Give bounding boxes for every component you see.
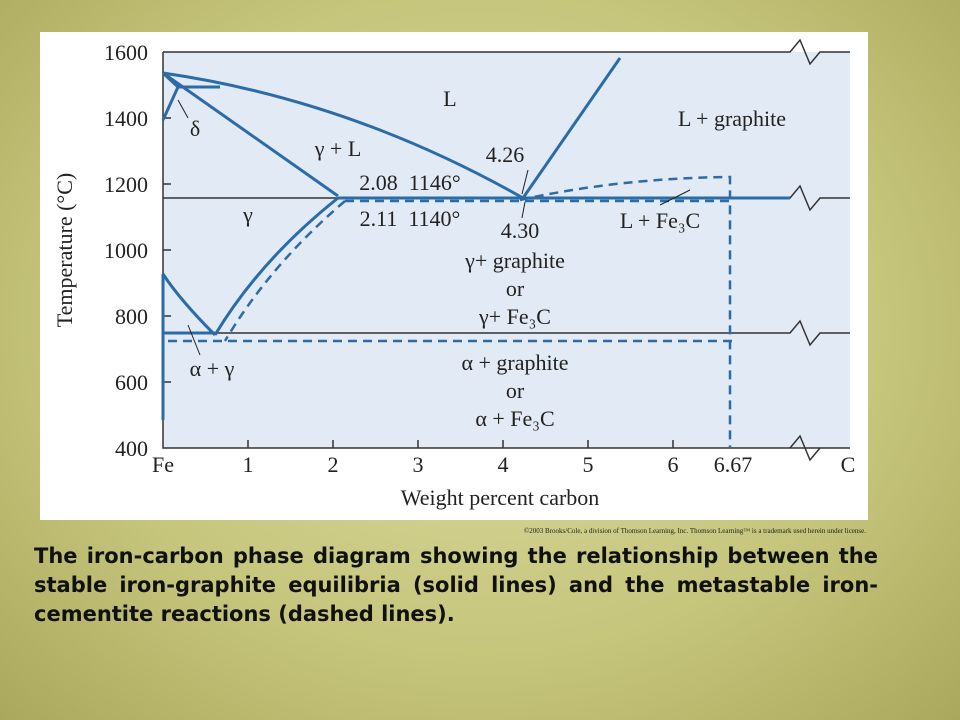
region-label: γ [242,202,253,227]
region-label: L + Fe₃C [620,208,700,233]
annotation: 4.30 [501,218,540,243]
annotation: 4.26 [486,142,525,167]
x-tick: C [841,452,856,477]
x-tick: Fe [152,452,174,477]
region-label: or [506,378,525,403]
region-label: δ [190,116,200,141]
region-label: L [443,86,456,111]
y-tick: 400 [115,436,148,461]
phase-diagram: 1600 1400 1200 1000 800 600 400 Fe 1 2 3… [52,38,867,535]
region-label: L + graphite [678,106,786,131]
y-tick: 800 [115,304,148,329]
x-tick: 1 [243,452,254,477]
region-label: γ + L [314,136,362,161]
y-tick: 1000 [104,238,148,263]
region-label: or [506,276,525,301]
x-axis-label: Weight percent carbon [401,485,600,510]
plot-area [163,52,850,448]
x-tick: 3 [413,452,424,477]
annotation: 2.11 1140° [360,206,461,231]
region-label: α + graphite [461,350,568,375]
caption: The iron-carbon phase diagram showing th… [34,544,878,626]
x-tick: 2 [328,452,339,477]
phase-lines [161,57,790,448]
region-label: α + γ [190,356,235,381]
y-tick: 1200 [104,172,148,197]
region-label: γ+ Fe₃C [478,304,551,329]
axes [162,38,850,462]
region-label: γ+ graphite [464,248,565,273]
annotation: 2.08 1146° [359,170,460,195]
region-label: α + Fe₃C [475,406,554,431]
y-axis-label: Temperature (°C) [52,173,77,327]
y-tick: 600 [115,370,148,395]
copyright: ©2003 Brooks/Cole, a division of Thomson… [524,527,866,535]
y-tick: 1400 [104,106,148,131]
y-tick: 1600 [104,40,148,65]
x-tick: 6 [668,452,679,477]
x-tick: 6.67 [714,452,753,477]
x-tick: 4 [498,452,509,477]
x-tick: 5 [583,452,594,477]
